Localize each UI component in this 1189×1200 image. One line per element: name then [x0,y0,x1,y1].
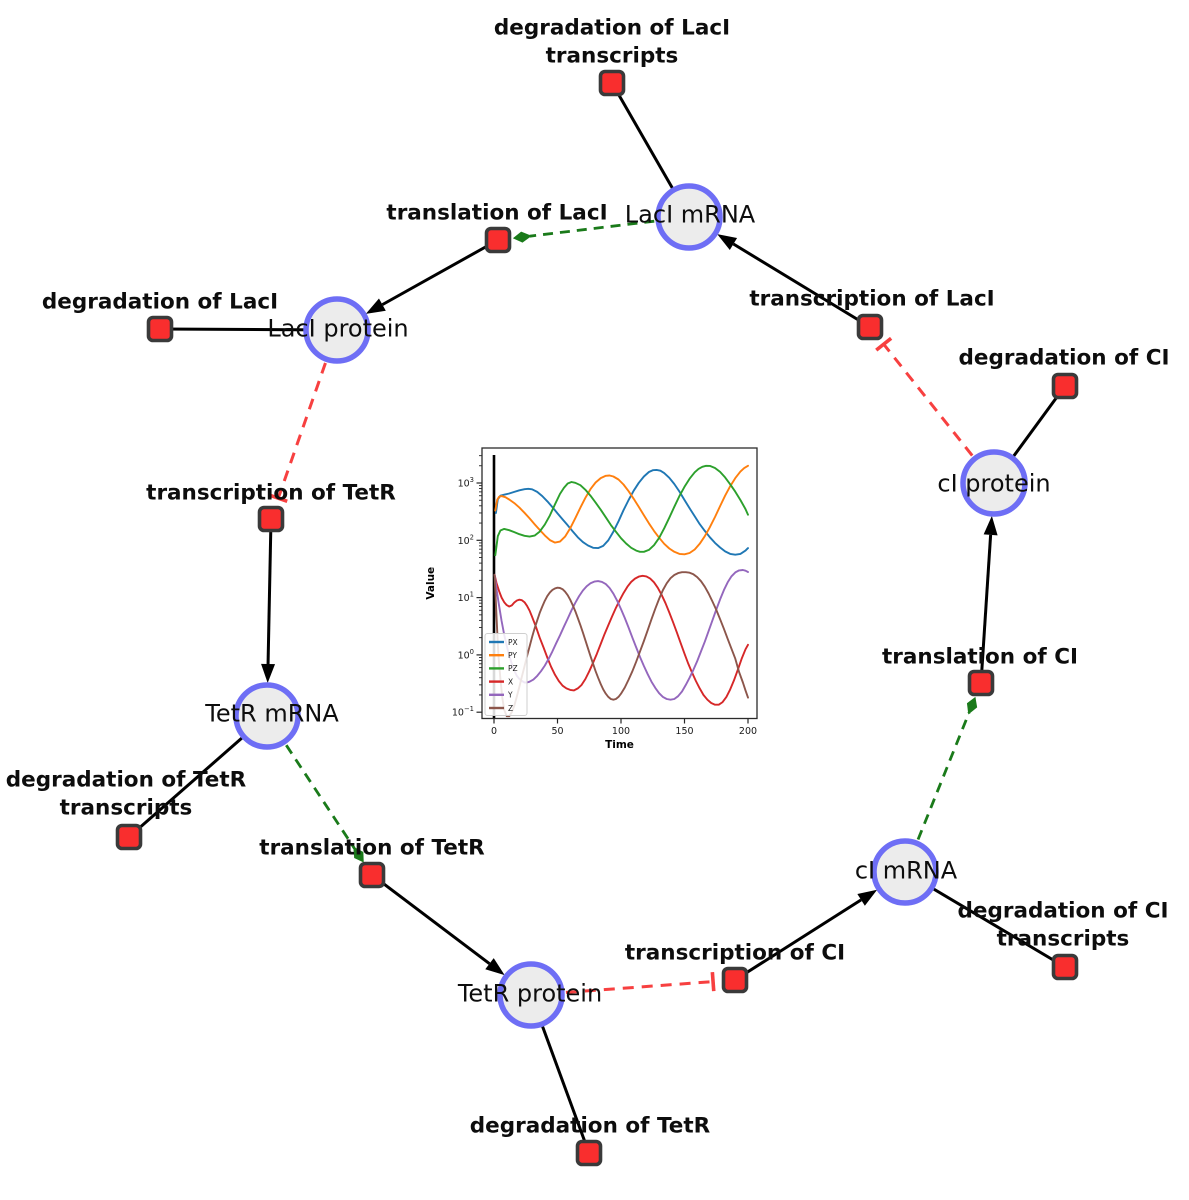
x-tick-label: 100 [612,726,630,737]
x-tick-label: 50 [551,726,563,737]
chart-series-PY [494,464,749,556]
arrowhead [365,298,386,314]
chart-xlabel: Time [605,739,634,751]
chart-ylabel: Value [425,567,437,600]
inhibition-tbar [710,972,716,992]
reaction-node-translation-laci [484,226,512,254]
y-tick-label: 10−1 [452,705,474,719]
legend-label-Y: Y [507,691,513,700]
x-tick-label: 200 [739,726,757,737]
chart-background [482,448,757,719]
reaction-node-translation-ci [967,669,995,697]
catalysis-arrowhead [512,231,532,243]
y-tick-base: 10 [458,479,470,490]
reaction-node-translation-tetr [358,861,386,889]
arrowhead [717,234,738,250]
y-tick-exponent: 1 [470,591,474,599]
catalysis-arrowhead [966,696,978,715]
species-node-ci-protein [960,449,1028,517]
y-tick-exponent: 3 [470,476,474,484]
species-node-tetr-mrna [233,682,301,750]
reaction-node-transcription-ci [721,966,749,994]
y-tick-label: 101 [458,591,474,605]
y-tick-base: 10 [458,650,470,661]
edge-production-translation-tetr-to-tetr-protein [371,873,505,976]
reaction-node-deg-laci-transcripts [598,69,626,97]
reaction-node-deg-ci-transcripts [1051,953,1079,981]
species-node-laci-protein [303,296,371,364]
y-tick-base: 10 [458,593,470,604]
legend-label-PY: PY [508,651,517,660]
edge-production-transcription-laci-to-laci-mrna [717,234,871,329]
x-tick-label: 150 [675,726,693,737]
catalysis-arrowhead [353,846,364,863]
species-node-tetr-protein [497,961,565,1029]
chart-legend: PX PY PZ XYZ [484,633,528,716]
x-tick-label: 0 [491,726,497,737]
edge-catalysis-ci-mrna-to-translation-ci [916,696,978,841]
legend-label-PZ: PZ [508,664,518,673]
inhibition-tbar [268,493,288,504]
legend-box [484,633,528,716]
time-series-inset: 0 50 100 150 20010310210110010−1TimeValuePXP… [425,447,758,751]
y-tick-exponent: 0 [470,648,474,656]
legend-label-X: X [508,677,513,686]
arrowhead [485,958,505,976]
y-tick-base: 10 [452,708,464,719]
edge-production-transcription-ci-to-ci-mrna [734,889,878,982]
edge-inhibition-ci-protein-to-transcription-laci [875,336,974,457]
y-tick-label: 103 [458,476,474,490]
chart-axes-box [481,447,758,720]
y-tick-label: 102 [458,533,474,547]
reaction-node-deg-tetr [575,1139,603,1167]
arrowhead [261,663,276,684]
edge-catalysis-tetr-mrna-to-translation-tetr [285,744,364,863]
chart-series-PX [494,468,749,556]
reaction-node-deg-laci [146,315,174,343]
species-nodes-layer [233,183,1028,1029]
y-tick-label: 100 [458,648,474,662]
reaction-node-transcription-tetr [257,505,285,533]
reaction-nodes-layer [115,69,1079,1167]
chart-series-PZ [494,464,749,557]
reaction-node-deg-tetr-transcripts [115,823,143,851]
y-tick-exponent: −1 [464,705,474,713]
edge-catalysis-laci-mrna-to-translation-laci [512,219,655,243]
species-node-laci-mrna [655,183,723,251]
chart-series-X [493,573,749,706]
species-node-ci-mrna [871,838,939,906]
reaction-node-deg-ci [1051,372,1079,400]
y-tick-exponent: 2 [470,533,474,541]
edge-inhibition-tetr-protein-to-transcription-ci [565,972,716,994]
edge-production-transcription-tetr-to-tetr-mrna [261,518,276,684]
legend-label-Z: Z [508,704,513,713]
reaction-node-transcription-laci [856,313,884,341]
arrowhead [857,889,878,906]
chart-x-axis: 0 50 100 150 200 [491,718,757,737]
y-tick-base: 10 [458,536,470,547]
arrowhead [983,515,998,536]
edge-production-translation-laci-to-laci-protein [365,238,499,314]
inhibition-tbar [875,336,893,352]
edge-inhibition-laci-protein-to-transcription-tetr [268,362,327,504]
legend-label-PX: PX [508,638,518,647]
edge-production-translation-ci-to-ci-protein [979,515,998,684]
